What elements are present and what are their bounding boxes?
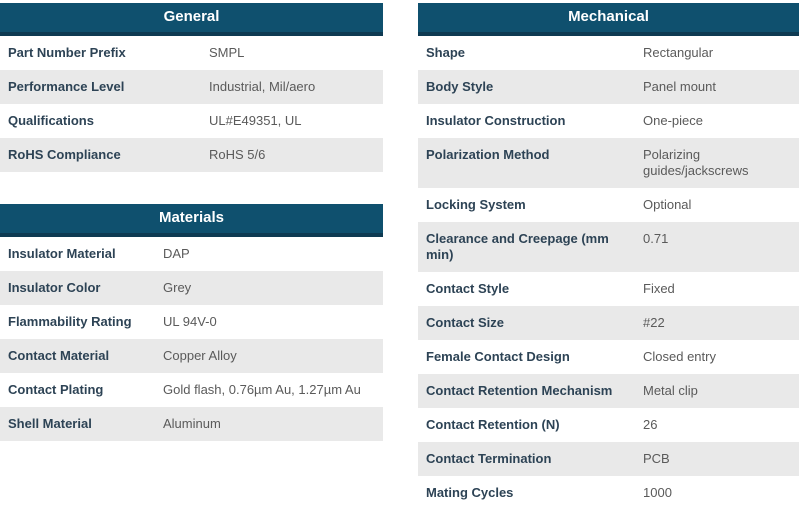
spec-row: Contact Material Copper Alloy xyxy=(0,339,383,373)
spec-label: Body Style xyxy=(426,79,494,94)
spec-label: Flammability Rating xyxy=(8,314,132,329)
spec-value: 0.71 xyxy=(643,231,669,246)
spec-label: Insulator Material xyxy=(8,246,116,261)
spec-label: Part Number Prefix xyxy=(8,45,126,60)
table-general: General Part Number Prefix SMPL Performa… xyxy=(0,3,383,172)
spec-value: Industrial, Mil/aero xyxy=(209,79,316,94)
spec-row: Insulator Color Grey xyxy=(0,271,383,305)
table-general-header: General xyxy=(0,3,383,36)
spec-label: Contact Retention (N) xyxy=(426,417,560,432)
spec-label: Qualifications xyxy=(8,113,94,128)
table-materials-header: Materials xyxy=(0,204,383,237)
spec-value: #22 xyxy=(643,315,665,330)
spec-label: Polarization Method xyxy=(426,147,550,162)
spec-row: Clearance and Creepage (mm min) 0.71 xyxy=(418,222,799,272)
spec-label: Contact Termination xyxy=(426,451,552,466)
spec-label: Mating Cycles xyxy=(426,485,514,500)
spec-label: Performance Level xyxy=(8,79,125,94)
spec-label: RoHS Compliance xyxy=(8,147,121,162)
spec-row: Polarization Method Polarizing guides/ja… xyxy=(418,138,799,188)
table-mechanical-header: Mechanical xyxy=(418,3,799,36)
table-general-rows: Part Number Prefix SMPL Performance Leve… xyxy=(0,36,383,172)
spec-row: Part Number Prefix SMPL xyxy=(0,36,383,70)
spec-row: Locking System Optional xyxy=(418,188,799,222)
table-title: Materials xyxy=(158,209,225,226)
spec-value: UL 94V-0 xyxy=(163,314,217,329)
spec-label: Insulator Construction xyxy=(426,113,566,128)
spec-row: Insulator Construction One-piece xyxy=(418,104,799,138)
spec-label: Insulator Color xyxy=(8,280,101,295)
left-column: General Part Number Prefix SMPL Performa… xyxy=(0,3,383,510)
spec-row: Contact Retention (N) 26 xyxy=(418,408,799,442)
spec-label: Contact Size xyxy=(426,315,505,330)
spec-value: SMPL xyxy=(209,45,245,60)
spec-row: Insulator Material DAP xyxy=(0,237,383,271)
spec-value: Grey xyxy=(163,280,192,295)
spec-label: Shell Material xyxy=(8,416,92,431)
spec-row: Shape Rectangular xyxy=(418,36,799,70)
spec-row: Body Style Panel mount xyxy=(418,70,799,104)
spec-row: Mating Cycles 1000 xyxy=(418,476,799,510)
spec-value: 1000 xyxy=(643,485,672,500)
spec-value: PCB xyxy=(643,451,670,466)
table-materials-rows: Insulator Material DAP Insulator Color G… xyxy=(0,237,383,441)
spec-label: Clearance and Creepage (mm min) xyxy=(426,231,609,262)
table-materials: Materials Insulator Material DAP Insulat… xyxy=(0,204,383,441)
table-mechanical: Mechanical Shape Rectangular Body Style … xyxy=(418,3,799,510)
spec-row: Flammability Rating UL 94V-0 xyxy=(0,305,383,339)
spec-value: RoHS 5/6 xyxy=(209,147,266,162)
spec-value: Closed entry xyxy=(643,349,716,364)
table-title: General xyxy=(163,8,220,25)
spec-row: Qualifications UL#E49351, UL xyxy=(0,104,383,138)
spec-label: Contact Style xyxy=(426,281,510,296)
spec-value: DAP xyxy=(163,246,190,261)
spec-row: Contact Retention Mechanism Metal clip xyxy=(418,374,799,408)
spec-value: Metal clip xyxy=(643,383,698,398)
spec-value: Fixed xyxy=(643,281,675,296)
spec-value: Polarizing guides/jackscrews xyxy=(643,147,749,178)
spec-value: Panel mount xyxy=(643,79,716,94)
spec-row: Female Contact Design Closed entry xyxy=(418,340,799,374)
right-column: Mechanical Shape Rectangular Body Style … xyxy=(418,3,799,510)
spec-row: Shell Material Aluminum xyxy=(0,407,383,441)
spec-label: Contact Retention Mechanism xyxy=(426,383,613,398)
spec-value: One-piece xyxy=(643,113,703,128)
spec-value: 26 xyxy=(643,417,658,432)
spec-label: Contact Material xyxy=(8,348,110,363)
spec-value: Rectangular xyxy=(643,45,714,60)
spec-label: Shape xyxy=(426,45,466,60)
spec-row: Performance Level Industrial, Mil/aero xyxy=(0,70,383,104)
spec-label: Female Contact Design xyxy=(426,349,570,364)
spec-row: Contact Plating Gold flash, 0.76µm Au, 1… xyxy=(0,373,383,407)
table-mechanical-rows: Shape Rectangular Body Style Panel mount… xyxy=(418,36,799,510)
spec-value: Aluminum xyxy=(163,416,221,431)
spec-value: Copper Alloy xyxy=(163,348,237,363)
spec-label: Locking System xyxy=(426,197,526,212)
spec-row: RoHS Compliance RoHS 5/6 xyxy=(0,138,383,172)
spec-value: UL#E49351, UL xyxy=(209,113,302,128)
spec-value: Optional xyxy=(643,197,692,212)
table-title: Mechanical xyxy=(568,8,649,25)
spec-value: Gold flash, 0.76µm Au, 1.27µm Au xyxy=(163,382,361,397)
spec-label: Contact Plating xyxy=(8,382,104,397)
spec-row: Contact Termination PCB xyxy=(418,442,799,476)
spec-row: Contact Size #22 xyxy=(418,306,799,340)
spec-row: Contact Style Fixed xyxy=(418,272,799,306)
